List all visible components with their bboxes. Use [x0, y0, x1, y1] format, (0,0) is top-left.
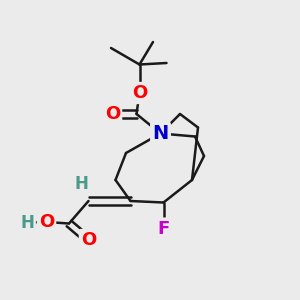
Text: O: O: [105, 105, 120, 123]
Text: O: O: [132, 84, 147, 102]
Text: H: H: [20, 214, 34, 232]
Text: O: O: [81, 231, 96, 249]
Text: O: O: [39, 213, 54, 231]
Text: F: F: [158, 220, 169, 238]
Text: H: H: [74, 175, 88, 193]
Text: N: N: [152, 124, 169, 143]
